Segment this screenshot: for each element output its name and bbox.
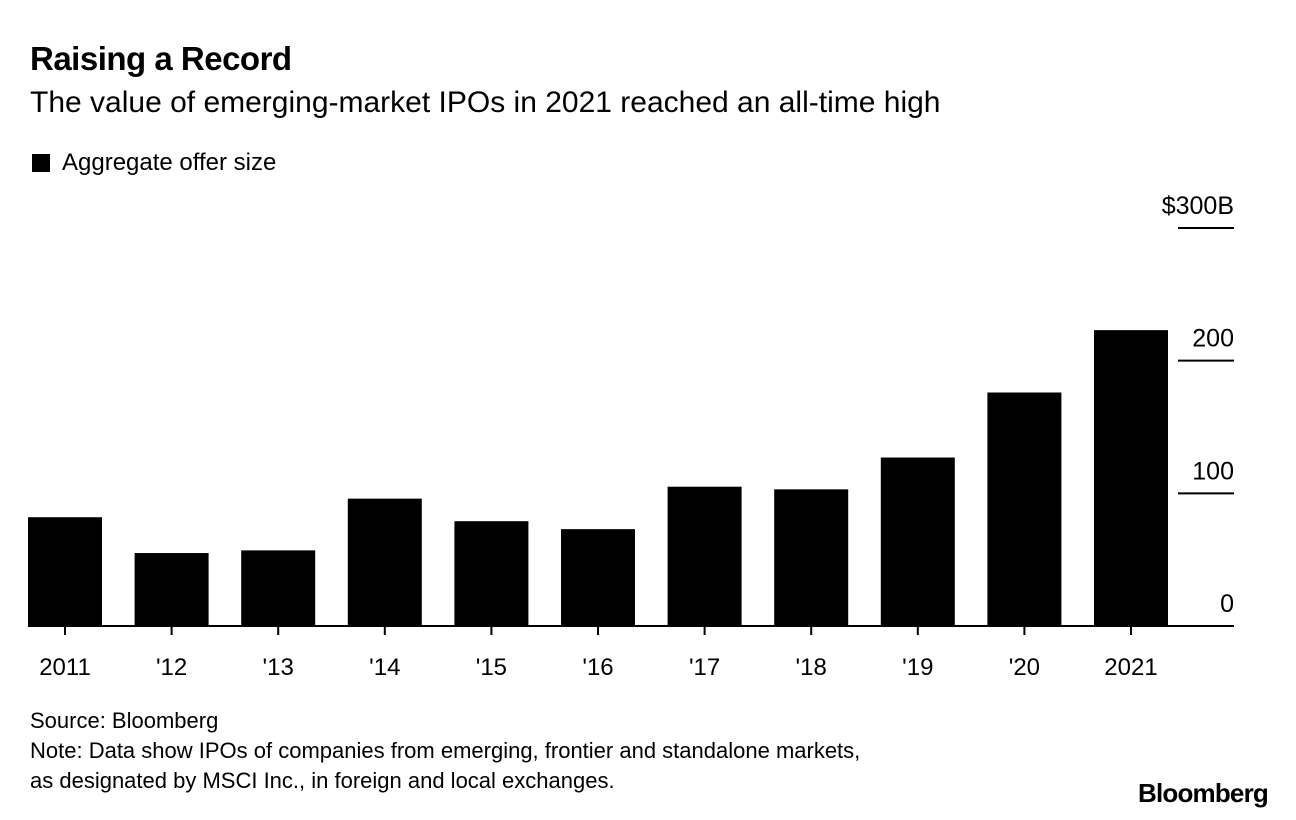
x-tick-label: '15	[476, 654, 507, 681]
chart-title: Raising a Record	[30, 40, 292, 77]
legend-label: Aggregate offer size	[62, 149, 277, 176]
bar-4	[454, 521, 529, 626]
bar-3	[347, 498, 422, 626]
y-tick-label: 100	[1192, 457, 1234, 485]
bar-7	[774, 489, 849, 626]
y-tick-label: 0	[1220, 590, 1234, 618]
x-tick-label: 2021	[1104, 654, 1157, 681]
x-tick-label: '17	[689, 654, 720, 681]
bar-8	[880, 457, 955, 626]
x-tick-label: '19	[902, 654, 933, 681]
bloomberg-logo: Bloomberg	[1137, 778, 1269, 808]
x-tick-label: '16	[582, 654, 613, 681]
bar-9	[987, 392, 1062, 626]
bar-1	[134, 553, 209, 626]
x-tick-label: '20	[1009, 654, 1040, 681]
bar-0	[28, 517, 102, 626]
x-tick-label: '14	[369, 654, 400, 681]
y-axis: 0 100 200 $300B	[1162, 192, 1234, 618]
x-axis: 2011 '12 '13 '14 '15 '16 '17 '18 '19 '20 2021	[28, 625, 1234, 681]
bar-5	[561, 529, 635, 626]
bar-6	[667, 486, 742, 626]
x-tick-label: '18	[796, 654, 827, 681]
legend-swatch	[32, 154, 50, 172]
footer: Source: Bloomberg Note: Data show IPOs o…	[30, 706, 860, 796]
x-tick-label: '13	[263, 654, 294, 681]
source-note: Source: Bloomberg	[30, 708, 219, 733]
x-tick-label: '12	[156, 654, 187, 681]
y-tick-label: $300B	[1162, 192, 1234, 220]
chart-subtitle: The value of emerging-market IPOs in 202…	[30, 86, 941, 119]
note-line-2: as designated by MSCI Inc., in foreign a…	[30, 768, 615, 793]
bars-group	[28, 330, 1168, 626]
note-line-1: Note: Data show IPOs of companies from e…	[30, 738, 861, 763]
bar-10	[1094, 330, 1168, 626]
y-tick-label: 200	[1192, 325, 1234, 353]
x-tick-label: 2011	[39, 654, 91, 681]
bar-2	[241, 550, 316, 626]
legend: Aggregate offer size	[32, 149, 276, 177]
